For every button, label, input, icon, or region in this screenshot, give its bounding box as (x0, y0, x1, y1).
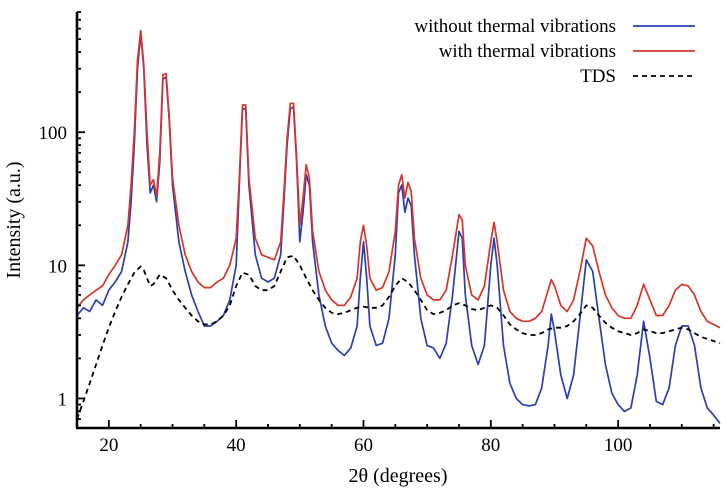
legend-label-2: with thermal vibrations (439, 41, 616, 62)
series-line-1 (76, 32, 721, 424)
y-tick-label-10: 10 (48, 256, 67, 277)
y-axis-title: Intensity (a.u.) (3, 161, 25, 278)
x-tick-label-60: 60 (354, 435, 373, 456)
ticks: 20 40 60 80 100 1 10 100 (39, 11, 715, 456)
series-line-3 (76, 254, 721, 420)
axes (75, 12, 720, 430)
x-tick-label-20: 20 (99, 435, 118, 456)
series-layer (76, 29, 721, 424)
x-tick-label-80: 80 (481, 435, 500, 456)
legend-label-3: TDS (580, 66, 616, 87)
y-tick-label-1: 1 (58, 389, 68, 410)
legend-label-1: without thermal vibrations (414, 16, 616, 37)
x-tick-label-40: 40 (227, 435, 246, 456)
y-tick-label-100: 100 (39, 123, 68, 144)
x-tick-label-100: 100 (604, 435, 633, 456)
x-axis-title: 2θ (degrees) (349, 465, 448, 487)
series-line-2 (76, 29, 721, 329)
legend: without thermal vibrations with thermal v… (414, 16, 695, 87)
